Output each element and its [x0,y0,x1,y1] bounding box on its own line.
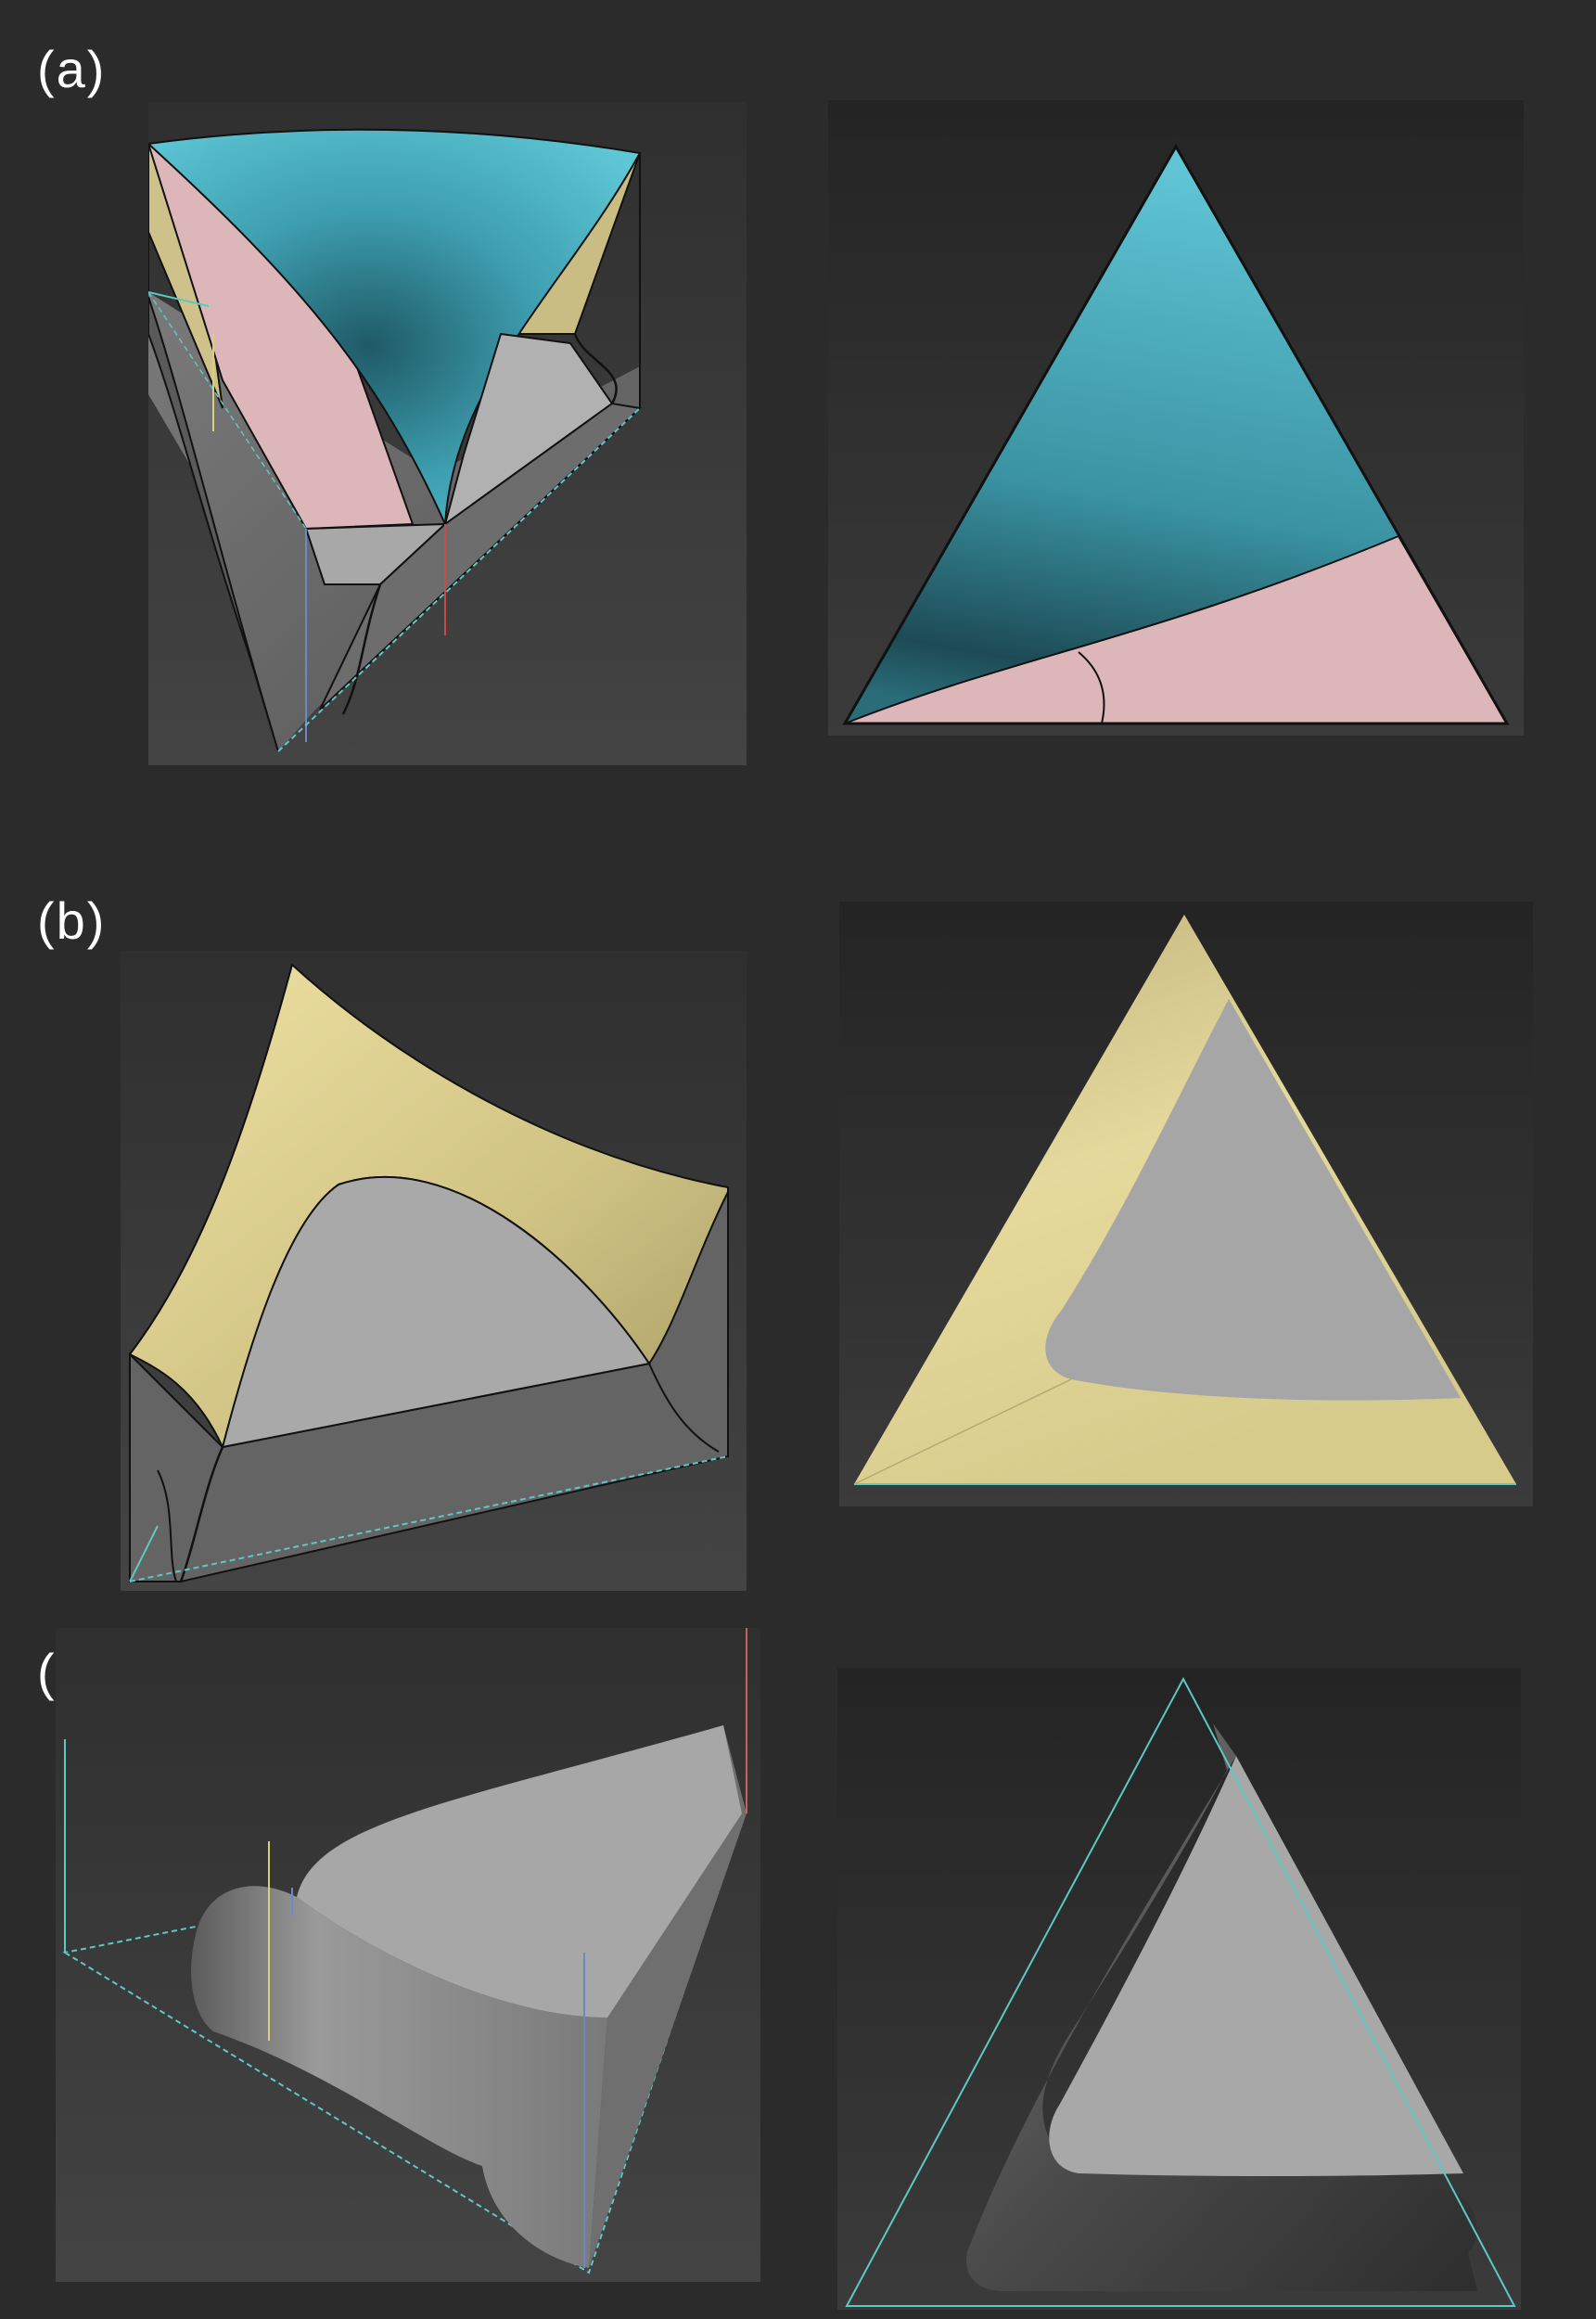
phase-diagram-3d-icon [121,951,747,1591]
viewport-b-3d[interactable] [121,951,747,1591]
phase-diagram-3d-icon [148,102,747,765]
viewport-a-3d[interactable] [148,102,747,765]
phase-diagram-top-icon [828,100,1524,736]
phase-diagram-top-icon [839,902,1533,1506]
viewport-c-top[interactable] [837,1668,1521,2310]
phase-diagram-3d-icon [56,1628,760,2282]
viewport-a-top[interactable] [828,100,1524,736]
viewport-c-3d[interactable] [56,1628,760,2282]
phase-diagram-top-icon [837,1668,1521,2310]
viewport-b-top[interactable] [839,902,1533,1506]
panel-label-b: (b) [37,891,107,950]
panel-label-a: (a) [37,40,107,98]
